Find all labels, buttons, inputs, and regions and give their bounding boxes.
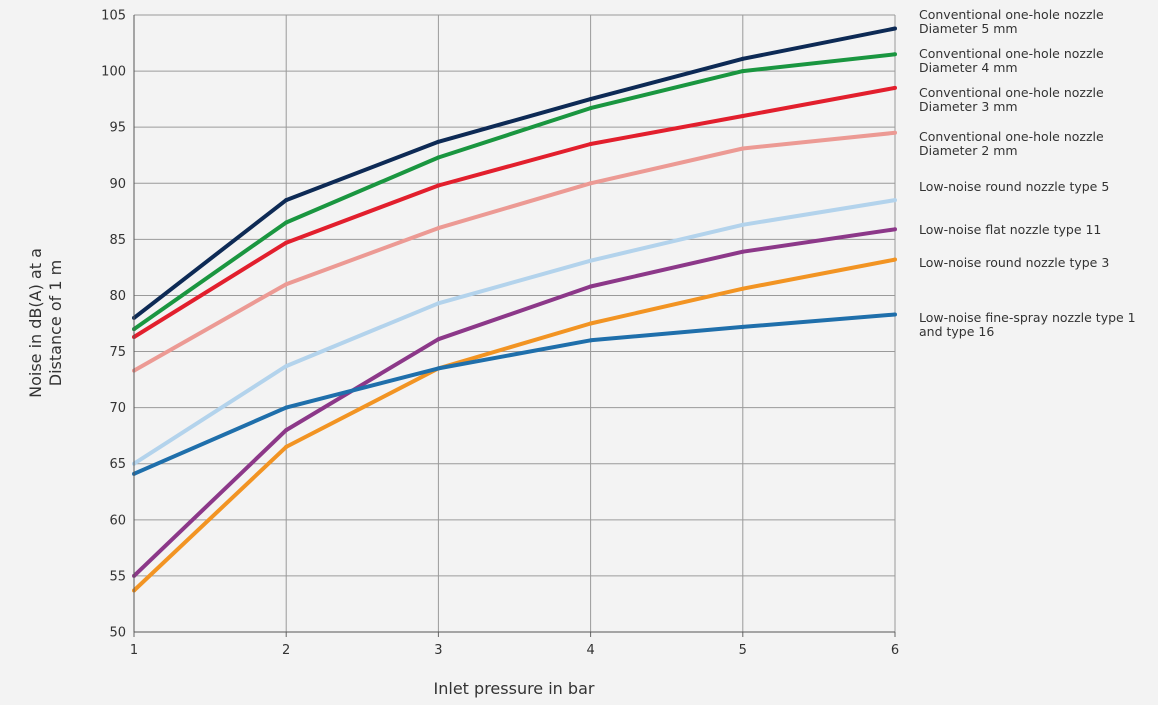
data-point <box>893 52 897 56</box>
data-point <box>893 26 897 30</box>
data-point <box>741 287 745 291</box>
y-axis-title: Noise in dB(A) at aDistance of 1 m <box>26 248 65 398</box>
y-tick-label: 55 <box>109 569 126 584</box>
legend-label: Conventional one-hole nozzle Diameter 4 m… <box>919 46 1104 75</box>
legend-label: Conventional one-hole nozzle Diameter 3 m… <box>919 85 1104 114</box>
y-tick-label: 90 <box>109 177 126 192</box>
data-point <box>589 181 593 185</box>
x-tick-label: 4 <box>586 643 594 658</box>
data-point <box>893 227 897 231</box>
data-point <box>284 445 288 449</box>
legend-label: Low-noise fine-spray nozzle type 1 and ty… <box>919 310 1136 339</box>
data-point <box>436 155 440 159</box>
legend: Conventional one-hole nozzle Diameter 5 m… <box>919 7 1136 339</box>
y-tick-label: 65 <box>109 457 126 472</box>
data-point <box>589 284 593 288</box>
data-point <box>741 250 745 254</box>
data-point <box>741 69 745 73</box>
data-point <box>893 258 897 262</box>
data-point <box>436 337 440 341</box>
data-point <box>893 131 897 135</box>
x-axis-title: Inlet pressure in bar <box>434 679 595 698</box>
y-tick-label: 50 <box>109 626 126 641</box>
data-point <box>741 114 745 118</box>
data-point <box>284 428 288 432</box>
x-tick-label: 1 <box>130 643 138 658</box>
data-point <box>284 406 288 410</box>
x-tick-label: 5 <box>739 643 747 658</box>
data-point <box>741 57 745 61</box>
y-tick-label: 75 <box>109 345 126 360</box>
data-point <box>436 226 440 230</box>
y-tick-label: 60 <box>109 513 126 528</box>
data-point <box>284 364 288 368</box>
data-point <box>893 198 897 202</box>
x-tick-label: 3 <box>434 643 442 658</box>
y-tick-label: 105 <box>101 9 126 24</box>
data-point <box>589 322 593 326</box>
data-point <box>284 198 288 202</box>
data-point <box>589 106 593 110</box>
data-point <box>589 338 593 342</box>
data-point <box>893 86 897 90</box>
data-point <box>589 142 593 146</box>
legend-label: Low-noise round nozzle type 3 <box>919 255 1109 270</box>
data-point <box>589 97 593 101</box>
data-point <box>436 184 440 188</box>
legend-label: Low-noise flat nozzle type 11 <box>919 222 1101 237</box>
data-point <box>436 140 440 144</box>
y-tick-label: 85 <box>109 233 126 248</box>
x-tick-label: 2 <box>282 643 290 658</box>
data-point <box>741 223 745 227</box>
y-tick-label: 100 <box>101 65 126 80</box>
legend-label: Low-noise round nozzle type 5 <box>919 179 1109 194</box>
y-tick-label: 95 <box>109 121 126 136</box>
data-point <box>893 313 897 317</box>
data-point <box>589 259 593 263</box>
y-tick-label: 70 <box>109 401 126 416</box>
data-point <box>741 146 745 150</box>
y-tick-label: 80 <box>109 289 126 304</box>
x-tick-label: 6 <box>891 643 899 658</box>
data-point <box>741 325 745 329</box>
legend-label: Conventional one-hole nozzle Diameter 5 m… <box>919 7 1104 36</box>
legend-label: Conventional one-hole nozzle Diameter 2 m… <box>919 129 1104 158</box>
data-point <box>284 282 288 286</box>
data-point <box>436 366 440 370</box>
data-point <box>284 241 288 245</box>
data-point <box>284 221 288 225</box>
data-point <box>436 301 440 305</box>
